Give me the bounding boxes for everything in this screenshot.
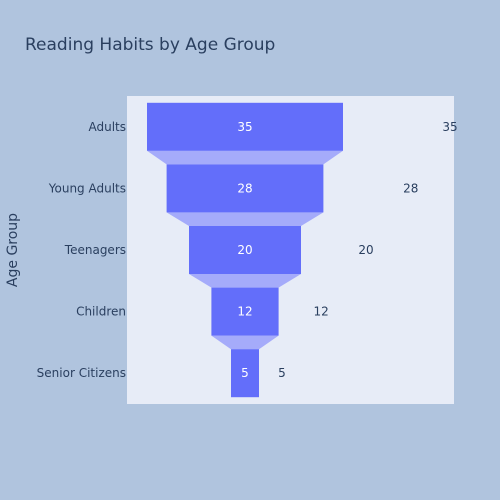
bar-value-label-inside: 5 <box>241 366 249 380</box>
bar-value-label-inside: 20 <box>237 243 252 257</box>
bar-value-label-outside: 28 <box>403 181 418 195</box>
bar-value-label-outside: 20 <box>358 243 373 257</box>
funnel-bar <box>147 102 343 151</box>
y-tick-label: Young Adults <box>48 181 126 195</box>
funnel-connector <box>189 274 301 288</box>
funnel-connector <box>211 335 279 350</box>
bar-value-label-inside: 12 <box>237 305 252 319</box>
chart-title: Reading Habits by Age Group <box>25 35 275 55</box>
bar-value-label-outside: 35 <box>442 120 457 134</box>
labels-layer: 35 35 28 28 20 20 12 12 5 5 <box>237 120 457 380</box>
funnel-bar <box>231 349 259 398</box>
bar-value-label-inside: 35 <box>237 120 252 134</box>
bar-value-label-outside: 5 <box>278 366 286 380</box>
funnel-bar <box>189 226 301 274</box>
bar-value-label-outside: 12 <box>314 305 329 319</box>
funnel-bar <box>166 164 324 213</box>
bar-value-label-inside: 28 <box>237 181 252 195</box>
bars-layer <box>147 102 343 398</box>
funnel-bar <box>211 287 279 336</box>
y-axis-label: Age Group <box>5 213 21 287</box>
y-tick-label: Senior Citizens <box>37 366 126 380</box>
funnel-connector <box>166 212 324 226</box>
y-tick-label: Teenagers <box>64 243 126 257</box>
y-tick-label: Children <box>76 305 126 319</box>
y-tick-label: Adults <box>88 120 126 134</box>
connectors-layer <box>147 150 343 350</box>
funnel-connector <box>147 150 343 165</box>
y-ticks-layer: Adults Young Adults Teenagers Children Senio… <box>37 120 126 380</box>
